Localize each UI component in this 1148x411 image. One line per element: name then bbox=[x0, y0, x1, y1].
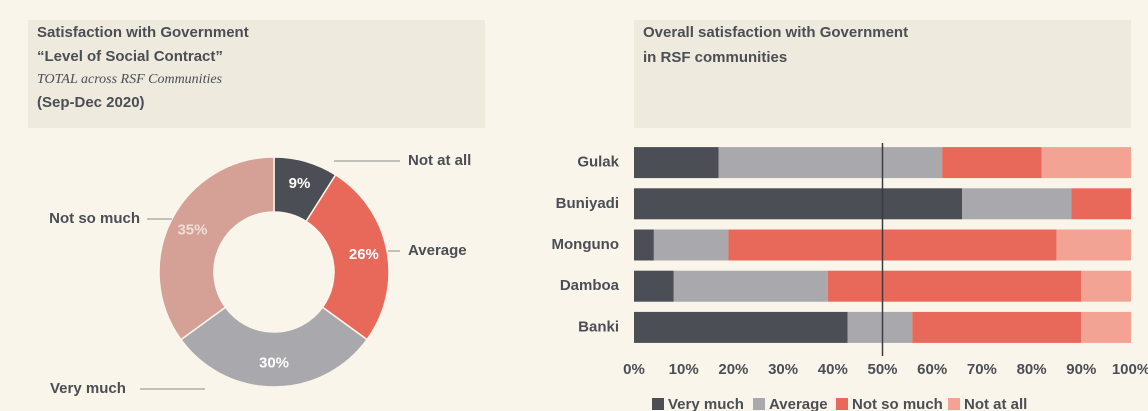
category-label: Average bbox=[408, 242, 467, 259]
value-label: 9% bbox=[289, 175, 311, 192]
bar-segment bbox=[1056, 229, 1131, 261]
bar-segment bbox=[673, 270, 828, 302]
x-tick-label: 50% bbox=[867, 361, 897, 378]
title-box bbox=[28, 20, 485, 128]
legend-label: Very much bbox=[668, 396, 744, 411]
y-tick-label: Monguno bbox=[552, 236, 619, 253]
chart-title: Overall satisfaction with Government bbox=[643, 24, 908, 41]
bar-segment bbox=[1081, 270, 1131, 302]
value-label: 30% bbox=[259, 354, 289, 371]
value-label: 26% bbox=[349, 246, 379, 263]
chart-title: “Level of Social Contract” bbox=[37, 48, 223, 65]
x-tick-label: 100% bbox=[1112, 361, 1148, 378]
legend-swatch bbox=[652, 398, 664, 410]
x-tick-label: 0% bbox=[623, 361, 645, 378]
bar-segment bbox=[1041, 147, 1131, 179]
bar-segment bbox=[827, 270, 1082, 302]
bar-segment bbox=[942, 147, 1042, 179]
category-label: Not at all bbox=[408, 152, 471, 169]
x-tick-label: 70% bbox=[967, 361, 997, 378]
x-tick-label: 30% bbox=[768, 361, 798, 378]
bar-segment bbox=[634, 270, 674, 302]
bar-segment bbox=[912, 311, 1082, 343]
x-tick-label: 20% bbox=[718, 361, 748, 378]
legend-swatch bbox=[753, 398, 765, 410]
legend-swatch bbox=[948, 398, 960, 410]
donut-slice bbox=[158, 156, 275, 341]
y-tick-label: Banki bbox=[578, 318, 619, 335]
x-tick-label: 10% bbox=[669, 361, 699, 378]
legend-label: Not so much bbox=[852, 396, 943, 411]
bar-segment bbox=[634, 188, 963, 220]
x-tick-label: 80% bbox=[1017, 361, 1047, 378]
x-tick-label: 60% bbox=[917, 361, 947, 378]
x-tick-label: 40% bbox=[818, 361, 848, 378]
bar-segment bbox=[728, 229, 1057, 261]
y-tick-label: Damboa bbox=[560, 277, 620, 294]
category-label: Not so much bbox=[49, 210, 140, 227]
donut-slice bbox=[179, 306, 369, 388]
bar-segment bbox=[847, 311, 913, 343]
x-tick-label: 90% bbox=[1066, 361, 1096, 378]
legend-swatch bbox=[836, 398, 848, 410]
chart-title: in RSF communities bbox=[643, 49, 787, 66]
bar-segment bbox=[634, 311, 848, 343]
donut-slice bbox=[305, 173, 390, 341]
value-label: 35% bbox=[177, 221, 207, 238]
bar-segment bbox=[718, 147, 943, 179]
chart-period: (Sep-Dec 2020) bbox=[37, 94, 145, 111]
bar-segment bbox=[1071, 188, 1131, 220]
bar-segment bbox=[1081, 311, 1131, 343]
bar-segment bbox=[634, 147, 719, 179]
y-tick-label: Buniyadi bbox=[556, 195, 619, 212]
bar-segment bbox=[634, 229, 654, 261]
y-tick-label: Gulak bbox=[577, 154, 619, 171]
title-box bbox=[634, 20, 1131, 128]
legend-label: Average bbox=[769, 396, 828, 411]
bar-segment bbox=[653, 229, 729, 261]
category-label: Very much bbox=[50, 380, 126, 397]
legend-label: Not at all bbox=[964, 396, 1027, 411]
chart-title: Satisfaction with Government bbox=[37, 24, 249, 41]
bar-segment bbox=[962, 188, 1072, 220]
chart-subtitle: TOTAL across RSF Communities bbox=[37, 72, 223, 87]
